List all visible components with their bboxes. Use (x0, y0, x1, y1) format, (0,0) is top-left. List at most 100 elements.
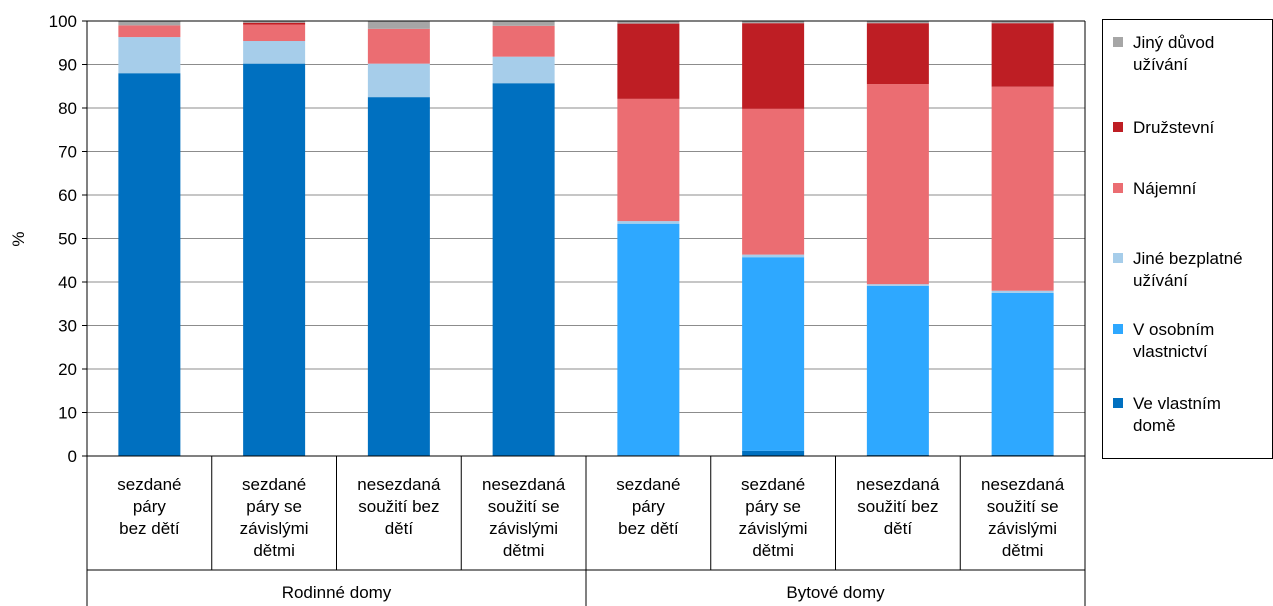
bar-segment (866, 454, 929, 456)
legend-item: V osobním vlastnictví (1113, 319, 1273, 363)
x-category-label-line: dětí (385, 519, 414, 538)
x-category-label: sezdané páry se závislými dětmi (240, 475, 309, 560)
bar-segment (866, 21, 929, 24)
bar-segment (742, 108, 805, 255)
x-category-label: nesezdaná soužití bez dětí (856, 475, 940, 538)
x-category-label-line: páry se (745, 497, 801, 516)
x-category-label: sezdané páry bez dětí (616, 475, 680, 538)
bar-segment (492, 56, 555, 84)
bar-segment (991, 292, 1054, 455)
x-category-label-line: sezdané (616, 475, 680, 494)
bar-segment (742, 450, 805, 456)
stacked-bar-chart: 0 10 20 30 40 50 60 70 80 90 100 % sezdané páry bez … (9, 12, 1086, 606)
legend-label: V osobním vlastnictví (1133, 320, 1215, 361)
y-tick-labels: 0 10 20 30 40 50 60 70 80 90 100 (49, 12, 77, 466)
bar-segment (118, 37, 181, 74)
bar-stack (617, 21, 680, 456)
y-tick-label: 70 (58, 143, 77, 162)
legend-swatch (1113, 398, 1123, 408)
bar-segment (866, 284, 929, 286)
bar-segment (243, 21, 306, 23)
x-category-label: sezdané páry se závislými dětmi (739, 475, 808, 560)
bar-segment (118, 73, 181, 456)
y-tick-label: 0 (68, 447, 77, 466)
bar-segment (243, 22, 306, 25)
bar-segment (243, 24, 306, 42)
legend-swatch (1113, 324, 1123, 334)
bar-segment (492, 83, 555, 456)
x-category-label: nesezdaná soužití bez dětí (357, 475, 441, 538)
bar-segment (617, 23, 680, 99)
x-category-label-line: závislými (988, 519, 1057, 538)
x-category-label-line: soužití se (488, 497, 560, 516)
bar-segment (617, 221, 680, 224)
bar-segment (866, 285, 929, 455)
legend-label: Jiný důvod užívání (1133, 33, 1215, 74)
x-category-label-line: bez dětí (119, 519, 180, 538)
x-category-label-line: soužití bez (857, 497, 938, 516)
bar-segment (991, 290, 1054, 293)
bar-segment (742, 21, 805, 24)
y-tick-label: 90 (58, 56, 77, 75)
bar-stack (742, 21, 805, 456)
legend-label: Nájemní (1133, 179, 1197, 198)
gridlines (82, 20, 1085, 457)
legend-item: Nájemní (1113, 178, 1273, 200)
bar-segment (991, 23, 1054, 87)
legend-swatch (1113, 122, 1123, 132)
legend: Jiný důvod užívání Družstevní Nájemní Jiné b… (1102, 19, 1273, 459)
y-tick-label: 30 (58, 317, 77, 336)
bar-segment (492, 21, 555, 26)
x-category-label-line: sezdané (741, 475, 805, 494)
x-group-label: Bytové domy (786, 583, 885, 602)
bar-segment (991, 454, 1054, 456)
x-category-label-line: páry (133, 497, 167, 516)
bar-segment (991, 86, 1054, 291)
legend-item: Jiný důvod užívání (1113, 32, 1273, 76)
x-group-label: Rodinné domy (282, 583, 392, 602)
bar-segment (617, 223, 680, 456)
y-tick-label: 10 (58, 404, 77, 423)
bar-segment (492, 25, 555, 57)
bar-segment (866, 84, 929, 285)
x-category-label-line: nesezdaná (981, 475, 1065, 494)
y-tick-label: 40 (58, 273, 77, 292)
x-category-label-line: sezdané (242, 475, 306, 494)
x-category-label-line: dětmi (253, 541, 295, 560)
x-category-label-line: dětmi (1002, 541, 1044, 560)
bar-segment (617, 21, 680, 24)
legend-item: Družstevní (1113, 117, 1273, 139)
x-category-label-line: nesezdaná (482, 475, 566, 494)
axes (86, 20, 1086, 606)
x-category-label-line: soužití se (987, 497, 1059, 516)
bar-segment (243, 41, 306, 64)
y-tick-label: 60 (58, 186, 77, 205)
x-category-label-line: dětmi (752, 541, 794, 560)
bar-segment (367, 21, 430, 29)
bar-stacks (118, 21, 1054, 456)
bar-stack (118, 21, 181, 456)
x-category-label-line: sezdané (117, 475, 181, 494)
x-category-label: nesezdaná soužití se závislými dětmi (482, 475, 566, 560)
x-category-label-line: páry se (246, 497, 302, 516)
x-category-label-line: dětí (884, 519, 913, 538)
bar-segment (367, 63, 430, 98)
x-category-label-line: páry (632, 497, 666, 516)
x-category-label-line: nesezdaná (856, 475, 940, 494)
legend-swatch (1113, 253, 1123, 263)
y-tick-label: 80 (58, 99, 77, 118)
bar-segment (742, 254, 805, 258)
bar-stack (866, 21, 929, 456)
x-category-label: nesezdaná soužití se závislými dětmi (981, 475, 1065, 560)
legend-label: Ve vlastním domě (1133, 394, 1221, 435)
y-tick-label: 100 (49, 12, 77, 31)
legend-label: Družstevní (1133, 118, 1215, 137)
x-category-label-line: závislými (489, 519, 558, 538)
legend-label: Jiné bezplatné užívání (1133, 249, 1243, 290)
x-category-label-line: nesezdaná (357, 475, 441, 494)
x-category-label-line: dětmi (503, 541, 545, 560)
bar-segment (742, 257, 805, 451)
bar-segment (991, 21, 1054, 24)
legend-item: Jiné bezplatné užívání (1113, 248, 1273, 292)
legend-item: Ve vlastním domě (1113, 393, 1273, 437)
